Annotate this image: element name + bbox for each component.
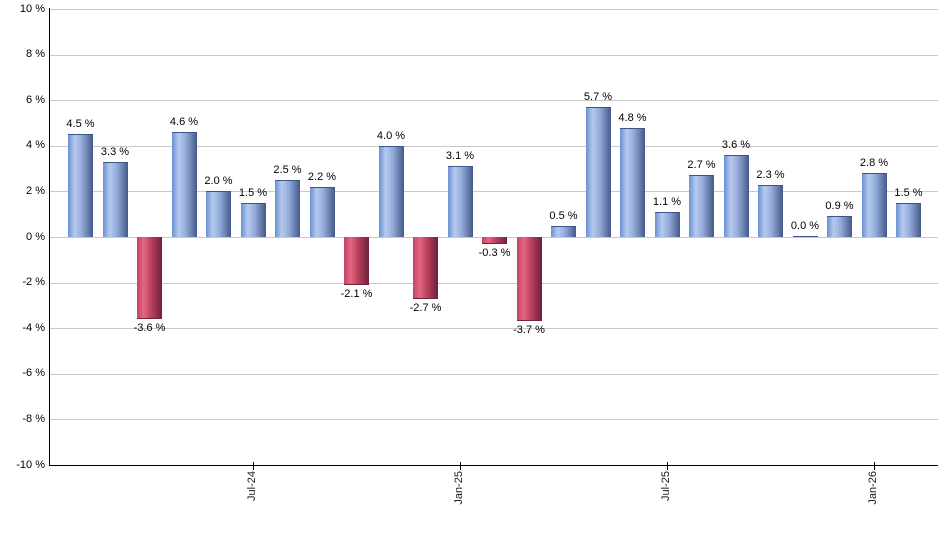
bar-value-label: -2.7 % bbox=[409, 301, 442, 314]
bar-value-label: 2.8 % bbox=[859, 157, 889, 170]
bar bbox=[861, 173, 887, 237]
bar-value-label: 2.2 % bbox=[307, 170, 337, 183]
gridline bbox=[50, 191, 938, 193]
bar-value-label: 2.0 % bbox=[204, 175, 233, 188]
y-axis-label: 2 % bbox=[26, 184, 45, 197]
bar-value-label: -0.3 % bbox=[478, 246, 511, 259]
bar-value-label: 4.8 % bbox=[618, 111, 647, 124]
gridline bbox=[50, 100, 938, 102]
y-axis-label: -4 % bbox=[22, 321, 45, 334]
bar bbox=[447, 166, 473, 237]
x-axis-tick bbox=[874, 462, 875, 470]
bar-value-label: 5.7 % bbox=[583, 91, 613, 104]
bar bbox=[206, 191, 231, 237]
gridline bbox=[50, 373, 938, 375]
bar bbox=[551, 225, 576, 237]
bar bbox=[827, 216, 852, 237]
bar-value-label: 2.5 % bbox=[273, 164, 302, 176]
bar-value-label: 0.9 % bbox=[825, 200, 854, 213]
gridline bbox=[50, 54, 938, 56]
bar-value-label: 0.5 % bbox=[549, 209, 578, 222]
bar-value-label: 1.5 % bbox=[238, 186, 268, 199]
y-axis-label: -8 % bbox=[22, 412, 45, 425]
bar bbox=[137, 237, 162, 320]
bar bbox=[102, 161, 128, 237]
bar bbox=[758, 184, 783, 237]
x-axis-line bbox=[49, 465, 938, 466]
bar-value-label: 2.3 % bbox=[756, 168, 785, 181]
y-axis-label: 10 % bbox=[19, 2, 45, 15]
x-axis-label: Jan-25 bbox=[453, 471, 465, 505]
bar bbox=[171, 132, 197, 237]
bar-value-label: 1.5 % bbox=[894, 186, 923, 199]
gridline bbox=[50, 9, 938, 10]
bar-value-label: 3.3 % bbox=[100, 145, 130, 158]
bar bbox=[516, 237, 542, 322]
bar bbox=[654, 211, 680, 237]
bar bbox=[344, 237, 369, 285]
bar bbox=[275, 180, 300, 237]
bar bbox=[723, 154, 749, 237]
bar bbox=[378, 145, 404, 237]
y-axis-label: 8 % bbox=[26, 48, 45, 61]
bar-value-label: 4.0 % bbox=[376, 129, 406, 142]
y-axis-line bbox=[49, 8, 50, 466]
bar-value-label: 4.6 % bbox=[169, 116, 199, 129]
gridline bbox=[50, 282, 938, 284]
bar bbox=[585, 107, 611, 237]
x-axis-tick bbox=[253, 462, 254, 470]
bar-value-label: 4.5 % bbox=[66, 118, 95, 131]
x-axis-tick bbox=[667, 462, 668, 470]
y-axis-label: 4 % bbox=[26, 139, 45, 152]
bar bbox=[689, 175, 714, 237]
bar-value-label: 1.1 % bbox=[652, 195, 682, 208]
bar-value-label: -3.7 % bbox=[513, 324, 545, 337]
bar-value-label: 3.6 % bbox=[721, 138, 751, 151]
y-axis-label: 0 % bbox=[26, 230, 45, 243]
bar bbox=[68, 134, 93, 237]
bar bbox=[620, 127, 645, 237]
bar-value-label: 2.7 % bbox=[687, 159, 716, 172]
y-axis-label: 6 % bbox=[26, 93, 45, 106]
bar-value-label: -3.6 % bbox=[133, 322, 166, 335]
y-axis-label: -10 % bbox=[16, 458, 45, 471]
y-axis-label: -6 % bbox=[22, 367, 45, 380]
bar bbox=[896, 202, 921, 237]
x-axis-tick bbox=[460, 462, 461, 470]
bar bbox=[413, 237, 438, 299]
bar-value-label: 0.0 % bbox=[790, 219, 820, 232]
bar bbox=[792, 235, 818, 237]
gridline bbox=[50, 419, 938, 421]
gridline bbox=[50, 145, 938, 147]
bar bbox=[240, 202, 266, 237]
y-axis-label: -2 % bbox=[22, 276, 45, 289]
x-axis-label: Jul-24 bbox=[246, 471, 258, 501]
x-axis-label: Jan-26 bbox=[867, 471, 879, 505]
bar-value-label: -2.1 % bbox=[340, 287, 373, 300]
bar-value-label: 3.1 % bbox=[445, 150, 475, 163]
x-axis-label: Jul-25 bbox=[660, 471, 672, 501]
bar bbox=[482, 237, 507, 244]
bar bbox=[309, 186, 335, 237]
gridline bbox=[50, 328, 938, 330]
